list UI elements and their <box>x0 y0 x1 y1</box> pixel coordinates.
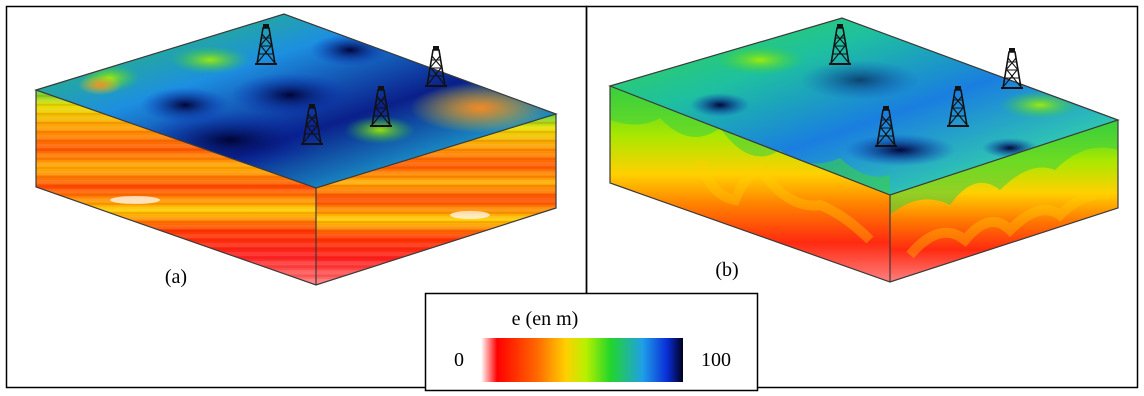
panel-b-left-face <box>610 86 890 282</box>
panel-a-label: (a) <box>165 266 187 288</box>
legend-title: e (en m) <box>512 308 579 330</box>
legend-max-label: 100 <box>701 349 731 371</box>
panel-b-block <box>608 17 1120 283</box>
panel-b-label: (b) <box>715 259 738 281</box>
legend-colorbar <box>481 338 683 382</box>
legend: e (en m) 0 100 <box>424 292 759 392</box>
panel-a-block <box>34 13 558 286</box>
legend-min-label: 0 <box>454 349 464 371</box>
panel-b-frame <box>585 5 1139 389</box>
